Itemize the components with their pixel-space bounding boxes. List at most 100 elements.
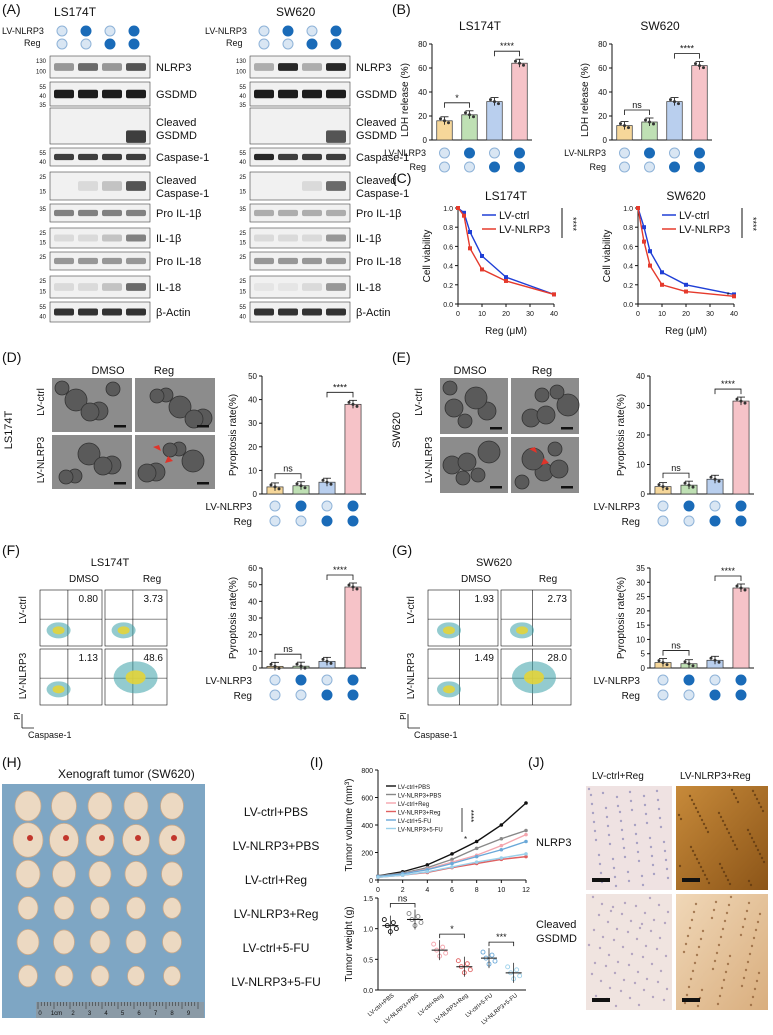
tissue-nucleus — [604, 964, 608, 968]
blot-band — [278, 63, 298, 71]
quadrant-percent: 48.6 — [144, 653, 164, 664]
tissue-nucleus — [655, 947, 659, 951]
tissue-nucleus — [688, 926, 692, 930]
data-point — [321, 657, 325, 661]
mw-marker: 15 — [239, 240, 246, 246]
data-point — [677, 102, 680, 106]
quadrant-percent: 1.49 — [475, 653, 495, 664]
panel-h: Xenograft tumor (SW620) 0 1cm 2 3 4 5 6 7 8 9 LV-… — [2, 767, 321, 1018]
tissue-nucleus — [615, 927, 619, 931]
tem-cell — [93, 456, 113, 476]
tissue-nucleus — [614, 884, 618, 888]
data-point — [524, 801, 528, 805]
data-point — [673, 100, 676, 104]
y-tick-label: 30 — [248, 614, 257, 623]
tissue-nucleus — [658, 816, 662, 820]
blot-band — [126, 283, 146, 291]
tissue-nucleus — [598, 862, 602, 866]
tissue-nucleus — [642, 988, 646, 992]
tissue-nucleus — [722, 978, 726, 982]
tissue-nucleus — [711, 967, 715, 971]
filled-condition-dot — [295, 674, 307, 686]
tissue-nucleus — [748, 952, 752, 956]
empty-condition-dot — [619, 161, 630, 173]
tissue-nucleus — [736, 800, 740, 804]
bar — [344, 586, 362, 669]
group-labels: LV-ctrl+PBS LV-NLRP3+PBS LV-ctrl+Reg LV-NLR… — [231, 805, 320, 989]
y-tick-label: 25 — [636, 593, 645, 602]
blot-band — [302, 63, 322, 71]
blot-band — [102, 89, 122, 99]
tissue-nucleus — [649, 845, 653, 849]
tissue-nucleus — [627, 879, 631, 883]
flow-density-core — [125, 670, 146, 685]
axis-label: PI — [13, 712, 22, 720]
tissue-nucleus — [651, 863, 655, 867]
blot-label: Caspase-1 — [156, 188, 209, 200]
data-point — [505, 964, 511, 970]
blot-band — [254, 63, 274, 71]
blot-band — [326, 181, 346, 191]
blot-label: Pro IL-18 — [156, 256, 201, 268]
cond-label-nlrp3: LV-NLRP3 — [205, 26, 247, 36]
data-point — [376, 875, 380, 880]
arrow-icon — [153, 445, 161, 451]
tissue-nucleus — [593, 961, 597, 965]
cond-label-reg: Reg — [226, 38, 243, 48]
blot-band — [126, 153, 146, 161]
y-axis-label: Pyroptosis rate(%) — [228, 394, 239, 476]
scale-bar — [592, 878, 610, 882]
data-point — [468, 246, 472, 251]
cond-label-reg: Reg — [234, 517, 252, 528]
panel-label-f: (F) — [2, 542, 20, 558]
chart-title: SW620 — [640, 19, 680, 33]
tissue-nucleus — [732, 792, 736, 796]
sig-label: * — [464, 835, 467, 844]
tissue-nucleus — [719, 935, 723, 939]
blot-band — [126, 308, 146, 316]
tumor-sample — [54, 965, 74, 987]
panel-e: DMSO Reg SW620 LV-ctrl LV-NLRP3 Pyroptosis ra… — [391, 365, 754, 528]
data-point — [642, 225, 646, 230]
data-point — [687, 662, 691, 666]
blot-band — [54, 234, 74, 242]
y-tick-label: 40 — [248, 396, 257, 405]
tumor-sample — [126, 896, 146, 920]
group-label: LV-NLRP3+5-FU — [231, 975, 320, 989]
y-tick-label: 40 — [598, 88, 607, 97]
tissue-nucleus — [629, 799, 633, 803]
tumor-sample — [161, 861, 183, 887]
data-point — [524, 854, 528, 859]
blot-label: Cleaved — [156, 117, 196, 129]
x-axis-label: Reg (μM) — [665, 326, 707, 337]
data-point — [303, 666, 307, 670]
tissue-nucleus — [626, 930, 630, 934]
data-point — [717, 479, 721, 483]
tissue-nucleus — [728, 954, 732, 958]
tissue-nucleus — [757, 971, 761, 975]
panel-label-h: (H) — [2, 754, 21, 770]
data-point — [406, 911, 412, 916]
data-point — [462, 210, 466, 215]
tissue-nucleus — [723, 823, 727, 827]
filled-condition-dot — [735, 500, 747, 512]
mw-marker: 25 — [239, 255, 246, 261]
tissue-nucleus — [633, 823, 637, 827]
data-point — [273, 664, 277, 668]
tissue-nucleus — [710, 916, 714, 920]
tissue-nucleus — [599, 871, 603, 875]
col-label: DMSO — [461, 574, 491, 585]
tissue-nucleus — [704, 826, 708, 830]
data-point — [295, 662, 299, 666]
bar — [732, 400, 750, 495]
blot-band — [54, 89, 74, 99]
tissue-nucleus — [755, 797, 759, 801]
col-label: DMSO — [69, 574, 99, 585]
mw-marker: 15 — [239, 190, 246, 196]
y-tick-label: 20 — [418, 112, 427, 121]
data-point — [415, 914, 421, 919]
mw-marker: 55 — [239, 85, 246, 91]
y-tick-label: 1.0 — [443, 206, 453, 213]
legend-label: LV-ctrl+Reg — [398, 802, 429, 808]
y-tick-label: 0.0 — [363, 988, 373, 995]
